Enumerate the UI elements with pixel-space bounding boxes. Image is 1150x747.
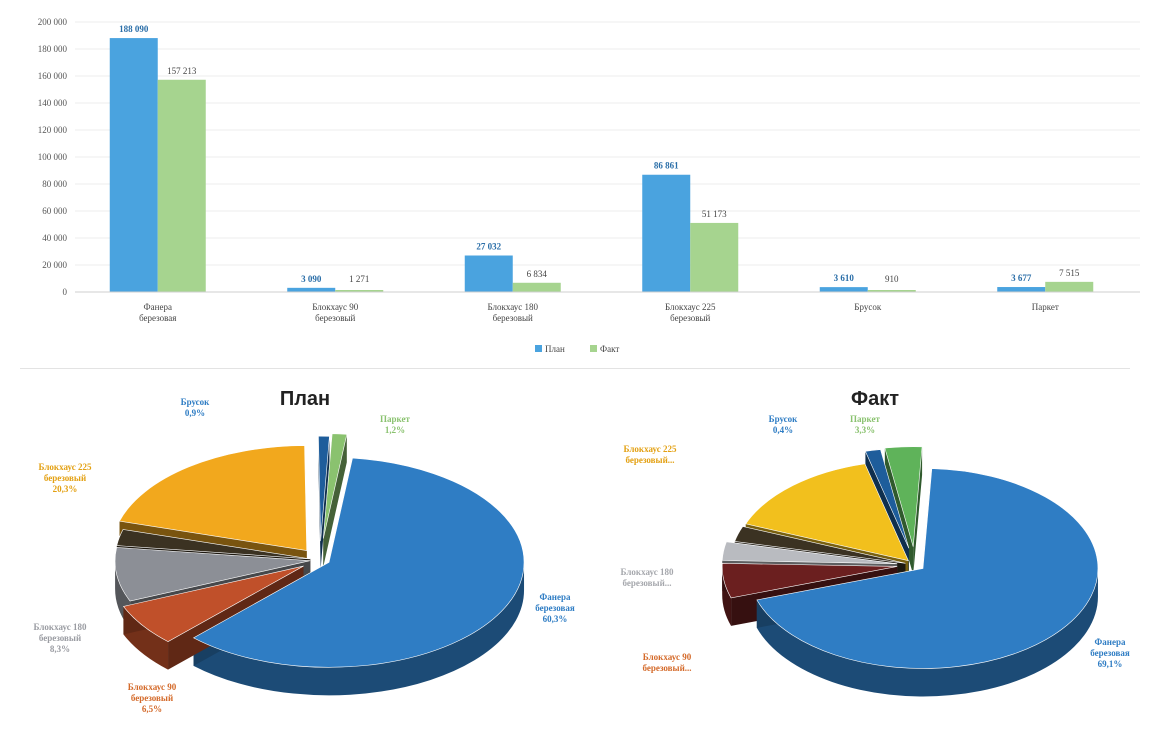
- data-label: 7 515: [1059, 268, 1080, 278]
- data-label: 3 677: [1011, 273, 1032, 283]
- legend-swatch: [590, 345, 597, 352]
- pie-slice-label: Блокхаус 90 березовый 6,5%: [128, 682, 177, 714]
- pie-title: Факт: [851, 388, 899, 410]
- pie-slice-label: Блокхаус 225 березовый 20,3%: [39, 462, 92, 494]
- y-tick-label: 60 000: [42, 206, 67, 216]
- y-tick-label: 160 000: [38, 71, 68, 81]
- slice-side: [756, 568, 1098, 697]
- slice-edge: [323, 434, 347, 567]
- bar-plan: [642, 174, 691, 292]
- bar-fact: [512, 282, 561, 292]
- legend-entry: Факт: [600, 344, 619, 354]
- pie-slice: [323, 433, 348, 539]
- slice-edge: [320, 436, 330, 570]
- pie-slice-label: Брусок 0,4%: [769, 414, 799, 435]
- pie-slice-label: Фанера березовая 60,3%: [535, 592, 575, 624]
- data-label: 157 213: [167, 66, 197, 76]
- data-label: 910: [885, 274, 899, 284]
- x-category-label: Фанера березовая: [139, 302, 176, 323]
- y-tick-label: 180 000: [38, 44, 68, 54]
- pie-slice: [756, 468, 1099, 669]
- data-label: 86 861: [654, 161, 679, 171]
- pie-slice-label: Паркет 1,2%: [380, 414, 410, 435]
- bar-plan: [109, 38, 158, 293]
- pie-slice-label: Блокхаус 180 березовый 8,3%: [34, 622, 87, 654]
- bar-fact: [867, 290, 916, 292]
- y-tick-label: 120 000: [38, 125, 68, 135]
- pie-slice: [119, 445, 308, 551]
- y-tick-label: 200 000: [38, 17, 68, 27]
- legend-entry: План: [545, 344, 565, 354]
- bar-plan: [287, 287, 336, 292]
- bar-fact: [1045, 281, 1094, 292]
- data-label: 51 173: [702, 209, 727, 219]
- bar-fact: [335, 290, 384, 292]
- pie-slice-label: Блокхаус 90 березовый...: [642, 652, 691, 673]
- data-label: 27 032: [476, 242, 501, 252]
- pie-slice-label: Брусок 0,9%: [181, 397, 211, 418]
- pie-slice: [721, 562, 898, 599]
- x-category-label: Паркет: [1032, 302, 1059, 312]
- x-category-label: Брусок: [854, 302, 882, 312]
- pie-chart-plan: План Фанера березовая 60,3% Блокхаус 90 берез…: [34, 388, 575, 714]
- data-label: 6 834: [527, 269, 548, 279]
- bar-fact: [157, 79, 206, 292]
- bar-plan: [997, 287, 1046, 292]
- pie-slice: [734, 526, 906, 564]
- y-tick-label: 80 000: [42, 179, 67, 189]
- pie-title: План: [280, 388, 330, 410]
- y-tick-label: 100 000: [38, 152, 68, 162]
- pie-slice: [745, 463, 909, 562]
- pie-slice: [116, 529, 311, 560]
- bar-chart: 0 20 000 40 000 60 000 80 000 100 000 120 000 1…: [38, 17, 1140, 354]
- pie-slice: [864, 449, 910, 549]
- pie-slice-label: Фанера березовая 69,1%: [1090, 637, 1130, 669]
- data-label: 1 271: [349, 274, 369, 284]
- pie-slice: [884, 446, 923, 547]
- x-category-label: Блокхаус 90 березовый: [312, 302, 359, 323]
- x-category-label: Блокхаус 225 березовый: [665, 302, 716, 323]
- data-label: 188 090: [119, 24, 149, 34]
- pie-slice: [114, 547, 311, 602]
- data-label: 3 090: [301, 274, 322, 284]
- slice-side: [722, 566, 732, 626]
- pie-slice-label: Паркет 3,3%: [850, 414, 880, 435]
- bar-plan: [464, 255, 513, 292]
- y-tick-label: 140 000: [38, 98, 68, 108]
- pie-slice: [721, 541, 898, 565]
- y-tick-label: 20 000: [42, 260, 67, 270]
- pie-slice-label: Блокхаус 180 березовый...: [621, 567, 674, 588]
- x-category-label: Блокхаус 180 березовый: [487, 302, 538, 323]
- bar-fact: [690, 222, 739, 292]
- slice-edge: [913, 446, 923, 575]
- slice-side: [193, 562, 525, 696]
- pie-slice: [192, 457, 525, 668]
- data-label: 3 610: [834, 273, 855, 283]
- pie-slice-label: Блокхаус 225 березовый...: [624, 444, 677, 465]
- divider: [20, 368, 1130, 369]
- pie-slice: [318, 435, 330, 542]
- pie-chart-fact: Факт Фанера березовая 69,1% Блокхаус 90 берез…: [621, 388, 1130, 697]
- pie-slice: [122, 565, 304, 642]
- bar-plan: [819, 287, 868, 292]
- y-tick-label: 40 000: [42, 233, 67, 243]
- legend-swatch: [535, 345, 542, 352]
- y-tick-label: 0: [63, 287, 68, 297]
